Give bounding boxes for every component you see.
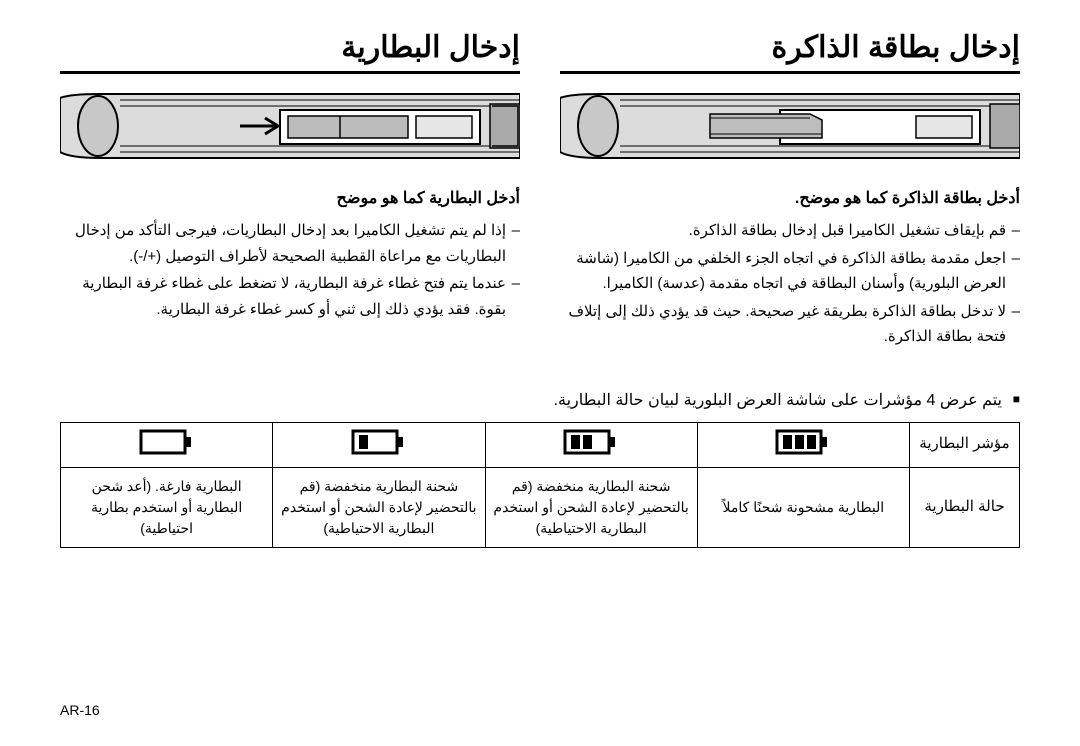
row-label-indicator: مؤشر البطارية xyxy=(910,422,1020,467)
battery-icon-cell xyxy=(485,422,697,467)
table-row: حالة البطارية البطارية مشحونة شحنًا كامل… xyxy=(61,467,1020,547)
battery-icon xyxy=(775,429,831,461)
memory-insert-illustration xyxy=(560,86,1020,176)
col-battery: إدخال البطارية xyxy=(60,30,520,360)
figure-memory-insert xyxy=(560,86,1020,176)
battery-insert-illustration xyxy=(60,86,520,176)
col-memory: إدخال بطاقة الذاكرة xyxy=(560,30,1020,360)
indicator-note: يتم عرض 4 مؤشرات على شاشة العرض البلورية… xyxy=(60,390,1020,410)
two-column-layout: إدخال البطارية xyxy=(60,30,1020,360)
note-item: قم بإيقاف تشغيل الكاميرا قبل إدخال بطاقة… xyxy=(560,218,1020,244)
battery-icon-cell xyxy=(697,422,909,467)
note-item: عندما يتم فتح غطاء غرفة البطارية، لا تضغ… xyxy=(60,271,520,322)
row-label-state: حالة البطارية xyxy=(910,467,1020,547)
battery-state-cell: شحنة البطارية منخفضة (قم بالتحضير لإعادة… xyxy=(273,467,485,547)
figure-battery-insert xyxy=(60,86,520,176)
battery-state-cell: البطارية فارغة. (أعد شحن البطارية أو است… xyxy=(61,467,273,547)
battery-icon xyxy=(351,429,407,461)
notes-battery: إذا لم يتم تشغيل الكاميرا بعد إدخال البط… xyxy=(60,218,520,322)
title-memory: إدخال بطاقة الذاكرة xyxy=(560,30,1020,74)
page-number: AR-16 xyxy=(60,702,100,718)
page-root: إدخال البطارية xyxy=(0,0,1080,746)
battery-icon-cell xyxy=(273,422,485,467)
notes-memory: قم بإيقاف تشغيل الكاميرا قبل إدخال بطاقة… xyxy=(560,218,1020,350)
table-row: مؤشر البطارية xyxy=(61,422,1020,467)
battery-status-table: مؤشر البطارية حالة البطارية البطارية مشح… xyxy=(60,422,1020,548)
battery-state-cell: البطارية مشحونة شحنًا كاملاً xyxy=(697,467,909,547)
battery-icon-cell xyxy=(61,422,273,467)
note-item: إذا لم يتم تشغيل الكاميرا بعد إدخال البط… xyxy=(60,218,520,269)
title-battery: إدخال البطارية xyxy=(60,30,520,74)
battery-state-cell: شحنة البطارية منخفضة (قم بالتحضير لإعادة… xyxy=(485,467,697,547)
intro-memory: أدخل بطاقة الذاكرة كما هو موضح. xyxy=(560,188,1020,208)
intro-battery: أدخل البطارية كما هو موضح xyxy=(60,188,520,208)
battery-icon xyxy=(139,429,195,461)
note-item: لا تدخل بطاقة الذاكرة بطريقة غير صحيحة. … xyxy=(560,299,1020,350)
note-item: اجعل مقدمة بطاقة الذاكرة في اتجاه الجزء … xyxy=(560,246,1020,297)
battery-icon xyxy=(563,429,619,461)
